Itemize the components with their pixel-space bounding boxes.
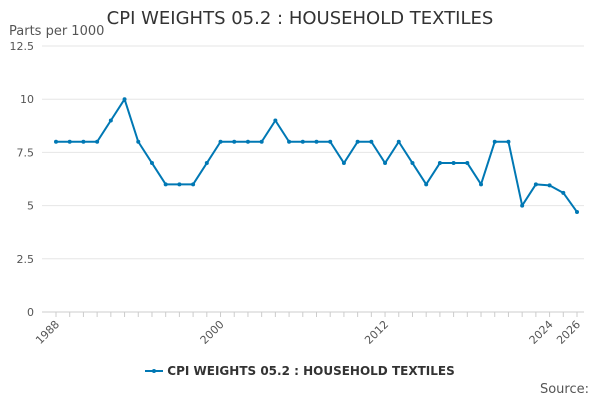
y-tick-label: 10 (20, 93, 34, 106)
data-point (575, 209, 579, 214)
data-point (218, 139, 223, 144)
chart-title: CPI WEIGHTS 05.2 : HOUSEHOLD TEXTILES (106, 8, 494, 29)
data-point (547, 183, 552, 188)
legend[interactable]: CPI WEIGHTS 05.2 : HOUSEHOLD TEXTILES (0, 364, 600, 378)
x-tick-label: 2012 (362, 318, 391, 347)
data-point (177, 182, 182, 187)
data-point (328, 139, 333, 144)
data-point (232, 139, 237, 144)
series-line (55, 98, 578, 213)
data-point (136, 139, 141, 144)
data-point (67, 139, 72, 144)
series-line-group (54, 97, 579, 214)
x-tick-label: 1988 (33, 318, 62, 347)
y-axis-unit-label: Parts per 1000 (9, 24, 105, 39)
gridlines (42, 45, 584, 260)
data-point (383, 161, 388, 166)
data-point (369, 139, 374, 144)
x-tick-label: 2026 (554, 318, 583, 347)
data-point (95, 139, 100, 144)
data-point (424, 182, 429, 187)
data-point (355, 139, 360, 144)
x-tick-label: 2000 (198, 318, 227, 347)
data-point (520, 203, 525, 208)
data-point (410, 161, 415, 166)
legend-series-marker (145, 365, 164, 377)
data-point (300, 139, 305, 144)
data-point (273, 118, 278, 123)
data-point (259, 139, 264, 144)
data-point (163, 182, 168, 187)
data-point (479, 182, 484, 187)
source-label: Source: (539, 382, 589, 397)
data-point (533, 182, 538, 187)
y-axis-ticks: 0 2.5 5 7.5 10 12.5 (10, 40, 35, 319)
x-tick-label: 2024 (527, 318, 556, 347)
data-point (81, 139, 86, 144)
data-point (54, 139, 58, 144)
legend-series-label: CPI WEIGHTS 05.2 : HOUSEHOLD TEXTILES (167, 364, 455, 378)
y-tick-label: 2.5 (17, 253, 35, 266)
data-point (314, 139, 319, 144)
data-point (492, 139, 497, 144)
data-point (506, 139, 511, 144)
data-point (149, 161, 154, 166)
data-point (396, 139, 401, 144)
data-point (122, 97, 127, 102)
data-point (204, 161, 209, 166)
y-tick-label: 5 (27, 200, 34, 213)
data-point (108, 118, 113, 123)
data-point (451, 161, 456, 166)
data-point (465, 161, 470, 166)
y-tick-label: 12.5 (10, 40, 35, 53)
data-point (341, 161, 346, 166)
y-tick-label: 0 (27, 306, 34, 319)
data-point (287, 139, 292, 144)
data-point (191, 182, 196, 187)
y-tick-label: 7.5 (17, 146, 35, 159)
data-point (437, 161, 442, 166)
data-point (245, 139, 250, 144)
data-point (561, 190, 566, 195)
